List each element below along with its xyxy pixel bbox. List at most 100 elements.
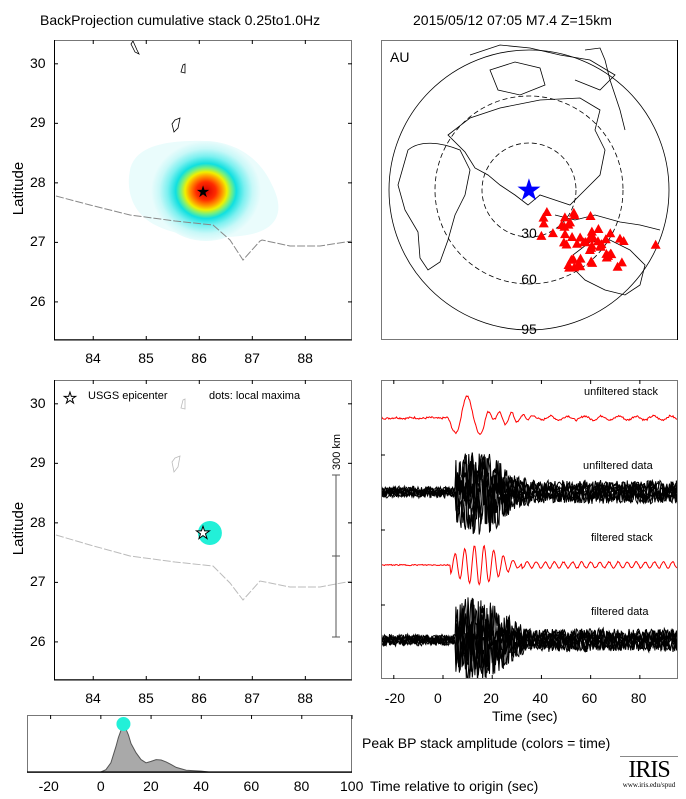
border-line: [55, 195, 352, 261]
y-tick-label: 27: [30, 233, 46, 250]
left-title: BackProjection cumulative stack 0.25to1.…: [40, 12, 321, 28]
data-trace: [381, 599, 678, 679]
amplitude-x-label: Time relative to origin (sec): [370, 778, 539, 794]
station-triangle: [593, 223, 604, 233]
station-triangle: [614, 233, 625, 243]
ring-label-60: 60: [521, 271, 537, 287]
lake-outline: [180, 63, 186, 74]
station-markers: [536, 207, 661, 272]
station-triangle: [603, 250, 614, 260]
ring-label-95: 95: [521, 321, 537, 337]
x-tick-label: -20: [384, 690, 406, 706]
station-triangle: [616, 257, 627, 267]
iris-logo-text: IRIS: [628, 757, 670, 783]
lake-outline: [171, 455, 181, 473]
x-tick-label: 87: [244, 350, 260, 366]
data-trace: [381, 453, 678, 526]
x-axis-label: Time (sec): [492, 708, 558, 724]
x-tick-label: 88: [297, 350, 313, 366]
legend-epicenter: USGS epicenter: [88, 390, 168, 402]
x-tick-label: 20: [483, 690, 499, 706]
station-triangle: [575, 261, 586, 271]
epicenter-star: ★: [195, 523, 210, 543]
station-triangle: [566, 254, 577, 264]
lake-outline: [180, 398, 186, 410]
region-label: AU: [390, 49, 409, 65]
y-tick-label: 28: [30, 513, 46, 530]
legend-star-glyph: ★: [63, 389, 76, 407]
x-tick-label: 60: [243, 778, 260, 794]
station-triangle: [569, 210, 580, 220]
y-tick-label: 29: [30, 114, 46, 131]
station-triangle: [605, 228, 616, 238]
y-tick-label: 26: [30, 632, 46, 649]
x-tick-label: 80: [293, 778, 310, 794]
y-tick-label: 29: [30, 454, 46, 471]
amplitude-area: [100, 726, 209, 773]
ring-label-30: 30: [521, 225, 537, 241]
epicenter-star: ★: [516, 173, 543, 208]
station-triangle: [563, 219, 574, 229]
stack-trace: [381, 544, 678, 586]
station-triangle: [538, 212, 549, 222]
x-tick-label: 88: [297, 690, 313, 706]
trace-label-unfiltered-stack: unfiltered stack: [584, 386, 658, 398]
y-tick-label: 26: [30, 292, 46, 309]
station-triangle: [564, 262, 575, 272]
station-triangle: [600, 234, 611, 244]
x-tick-label: 40: [532, 690, 548, 706]
stack-trace: [381, 395, 678, 436]
station-triangle: [541, 207, 552, 217]
y-tick-label: 27: [30, 573, 46, 590]
border-line: [55, 534, 352, 601]
iris-logo: IRIS www.iris.edu/spud: [614, 752, 684, 789]
range-ring-95: [388, 49, 670, 331]
station-triangle: [547, 228, 558, 238]
y-tick-label: 28: [30, 173, 46, 190]
scale-bar-label: 300 km: [331, 434, 343, 470]
data-trace: [381, 452, 678, 535]
x-tick-label: 86: [191, 350, 207, 366]
coastline-eurasia: [447, 97, 606, 206]
y-tick-label: 30: [30, 54, 46, 71]
station-triangle: [588, 232, 599, 242]
station-triangle: [575, 253, 586, 263]
amplitude-title: Peak BP stack amplitude (colors = time): [362, 735, 611, 751]
station-triangle: [585, 211, 596, 221]
station-triangle: [536, 230, 547, 240]
x-tick-label: 0: [96, 778, 105, 794]
peak-marker: [116, 717, 131, 731]
station-triangle: [572, 238, 583, 248]
y-tick-label: 30: [30, 394, 46, 411]
station-triangle: [556, 220, 567, 230]
station-triangle: [595, 241, 606, 251]
station-triangle: [559, 212, 570, 222]
station-triangle: [586, 226, 597, 236]
coastline-indonesia: [554, 214, 661, 231]
x-tick-label: 80: [630, 690, 647, 706]
x-tick-label: 86: [191, 690, 207, 706]
plot-frame: [27, 715, 352, 773]
range-ring-60: [434, 95, 624, 285]
x-tick-label: 0: [434, 690, 442, 706]
x-tick-label: 60: [581, 690, 598, 706]
coastline-africa: [397, 142, 471, 271]
station-triangle: [558, 237, 569, 247]
legend-local-maxima: dots: local maxima: [209, 390, 301, 402]
station-triangle: [578, 237, 589, 247]
station-triangle: [587, 257, 598, 267]
trace-label-filtered-stack: filtered stack: [591, 532, 653, 544]
right-title: 2015/05/12 07:05 M7.4 Z=15km: [413, 12, 612, 28]
x-tick-label: -20: [38, 778, 59, 794]
x-tick-label: 40: [193, 778, 209, 794]
station-triangle: [560, 229, 571, 239]
range-ring-30: [481, 142, 577, 238]
x-tick-label: 85: [138, 350, 154, 366]
x-tick-label: 87: [244, 690, 260, 706]
iris-logo-url: www.iris.edu/spud: [622, 781, 676, 789]
